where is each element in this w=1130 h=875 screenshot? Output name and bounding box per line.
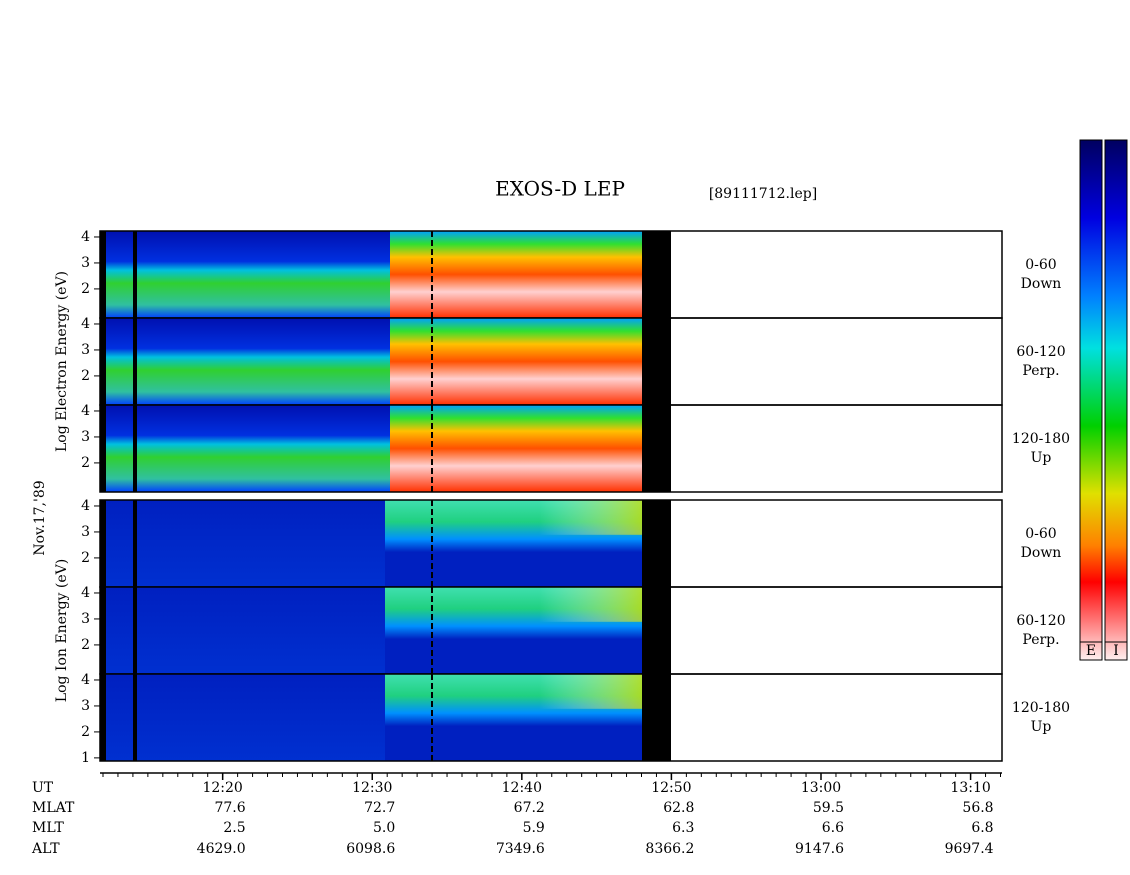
color-bar: [1104, 139, 1128, 661]
data-gap: [642, 587, 671, 674]
x-tick-label: 13:10: [950, 780, 990, 796]
y-tick-label: 4: [81, 585, 90, 601]
panel-label: Down: [1021, 545, 1062, 561]
ephemeris-value: 56.8: [962, 800, 993, 816]
y-tick-label: 4: [81, 229, 90, 245]
spectrogram: [385, 587, 642, 622]
data-gap: [133, 318, 137, 405]
y-tick-label: 3: [81, 255, 90, 271]
spectrogram: [385, 674, 642, 709]
data-gap: [100, 500, 106, 587]
ephemeris-value: 77.6: [214, 800, 245, 816]
y-tick-label: 4: [81, 498, 90, 514]
panel-label: Perp.: [1022, 632, 1059, 648]
data-gap: [642, 405, 671, 492]
y-axis-label: Log Ion Energy (eV): [54, 559, 70, 702]
data-gap: [100, 674, 106, 761]
panel-label: Up: [1031, 719, 1052, 735]
y-tick-label: 3: [81, 698, 90, 714]
ephemeris-value: 6.3: [672, 820, 694, 836]
panel-label: 0-60: [1025, 257, 1056, 273]
ephemeris-value: 6.8: [971, 820, 993, 836]
panel-label: 120-180: [1012, 700, 1070, 716]
panel-frame: [99, 404, 1003, 493]
y-tick-label: 4: [81, 672, 90, 688]
y-tick-label: 2: [81, 550, 90, 566]
ephemeris-value: 5.0: [373, 820, 395, 836]
data-gap: [642, 500, 671, 587]
y-tick-label: 3: [81, 611, 90, 627]
ephemeris-value: 6.6: [822, 820, 844, 836]
ephemeris-value: 8366.2: [645, 841, 694, 857]
panel-label: 60-120: [1016, 344, 1065, 360]
x-tick-label: 13:00: [801, 780, 841, 796]
x-tick-label: 12:30: [352, 780, 392, 796]
spectrogram: [385, 500, 642, 535]
y-tick-label: 3: [81, 342, 90, 358]
y-tick-label: 4: [81, 316, 90, 332]
ephemeris-name: MLAT: [32, 800, 75, 816]
panel-label: 60-120: [1016, 613, 1065, 629]
y-tick-label: 2: [81, 368, 90, 384]
ephemeris-value: 7349.6: [496, 841, 545, 857]
ephemeris-value: 4629.0: [197, 841, 246, 857]
ephemeris-value: 5.9: [523, 820, 545, 836]
y-tick-label: 3: [81, 524, 90, 540]
data-gap: [133, 587, 137, 674]
data-gap: [100, 587, 106, 674]
data-gap: [100, 318, 106, 405]
data-gap: [642, 231, 671, 318]
y-tick-label: 1: [81, 750, 90, 766]
panel-label: Up: [1031, 450, 1052, 466]
y-tick-label: 2: [81, 724, 90, 740]
x-axis-label: UT: [32, 780, 54, 796]
ephemeris-value: 6098.6: [346, 841, 395, 857]
y-tick-label: 2: [81, 455, 90, 471]
data-gap: [133, 500, 137, 587]
panel-label: 120-180: [1012, 431, 1070, 447]
data-gap: [642, 318, 671, 405]
spectrogram: [390, 318, 642, 405]
panel-frame: [99, 673, 1003, 762]
file-name: [89111712.lep]: [709, 186, 817, 202]
ephemeris-value: 59.5: [813, 800, 844, 816]
y-axis-label: Log Electron Energy (eV): [54, 271, 70, 452]
color-key: I: [1113, 643, 1119, 659]
panel-label: Perp.: [1022, 363, 1059, 379]
ephemeris-value: 72.7: [364, 800, 395, 816]
data-gap: [133, 674, 137, 761]
y-tick-label: 2: [81, 637, 90, 653]
ephemeris-value: 2.5: [223, 820, 245, 836]
ephemeris-name: MLT: [32, 820, 64, 836]
chart-title: EXOS-D LEP: [495, 177, 625, 201]
ephemeris-name: ALT: [31, 841, 60, 857]
y-tick-label: 3: [81, 429, 90, 445]
ephemeris-value: 62.8: [663, 800, 694, 816]
data-gap: [100, 231, 106, 318]
color-bar: [1079, 139, 1103, 661]
y-tick-label: 4: [81, 403, 90, 419]
data-gap: [133, 231, 137, 318]
date: Nov.17,'89: [32, 480, 48, 555]
x-tick-label: 12:50: [651, 780, 691, 796]
panel-label: 0-60: [1025, 526, 1056, 542]
spectrogram: [390, 231, 642, 318]
ephemeris-value: 67.2: [514, 800, 545, 816]
x-tick-label: 12:40: [502, 780, 542, 796]
panel-label: Down: [1021, 276, 1062, 292]
color-key: E: [1086, 643, 1096, 659]
data-gap: [100, 405, 106, 492]
data-gap: [642, 674, 671, 761]
ephemeris-value: 9147.6: [795, 841, 844, 857]
x-tick-label: 12:20: [202, 780, 242, 796]
data-gap: [133, 405, 137, 492]
y-tick-label: 2: [81, 281, 90, 297]
ephemeris-value: 9697.4: [945, 841, 994, 857]
spectrogram: [390, 405, 642, 492]
